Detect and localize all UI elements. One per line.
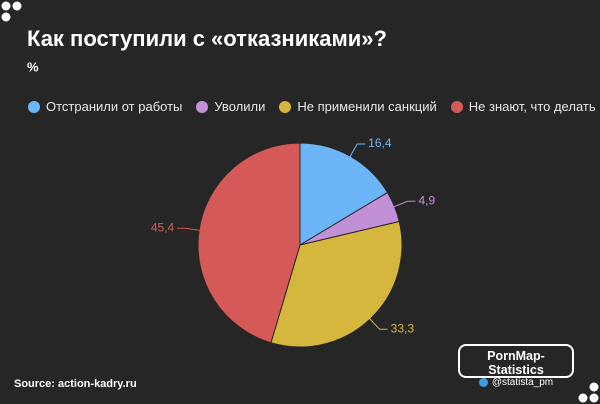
legend-label: Отстранили от работы [46,99,183,114]
legend-label: Не знают, что делать [468,99,596,114]
data-label: 33,3 [391,321,415,335]
legend-item: Уволили [196,99,265,114]
decor-dot [1,12,11,22]
decor-dot [589,393,599,403]
legend: Отстранили от работы Уволили Не применили … [28,99,596,114]
chart-subtitle: % [27,59,39,74]
telegram-icon [478,378,488,387]
legend-label: Не применили санкций [297,99,437,114]
legend-item: Не применили санкций [279,99,437,114]
legend-swatch [28,100,40,113]
legend-label: Уволили [214,99,266,114]
decor-dot [578,393,588,403]
decor-dot [589,382,599,392]
watermark-title: PornMap-Statistics [487,349,545,377]
source: Source: action-kadry.ru [14,378,137,390]
watermark: PornMap-Statistics @statista_pm [458,344,574,388]
leader-line [347,143,366,160]
legend-swatch [450,100,463,113]
legend-swatch [196,100,209,113]
data-label: 16,4 [368,136,392,150]
watermark-handle: @statista_pm [491,377,554,388]
data-label: 4,9 [418,193,435,207]
leader-line [390,200,416,209]
decor-dot [12,1,22,11]
legend-item: Не знают, что делать [450,99,596,114]
legend-item: Отстранили от работы [28,99,182,114]
watermark-handle-row: @statista_pm [460,377,572,388]
legend-swatch [279,100,292,113]
leader-line [177,227,204,232]
leader-line [366,315,388,330]
data-label: 45,4 [151,220,175,234]
decor-dot [1,1,11,11]
chart-title: Как поступили с «отказниками»? [27,26,387,51]
